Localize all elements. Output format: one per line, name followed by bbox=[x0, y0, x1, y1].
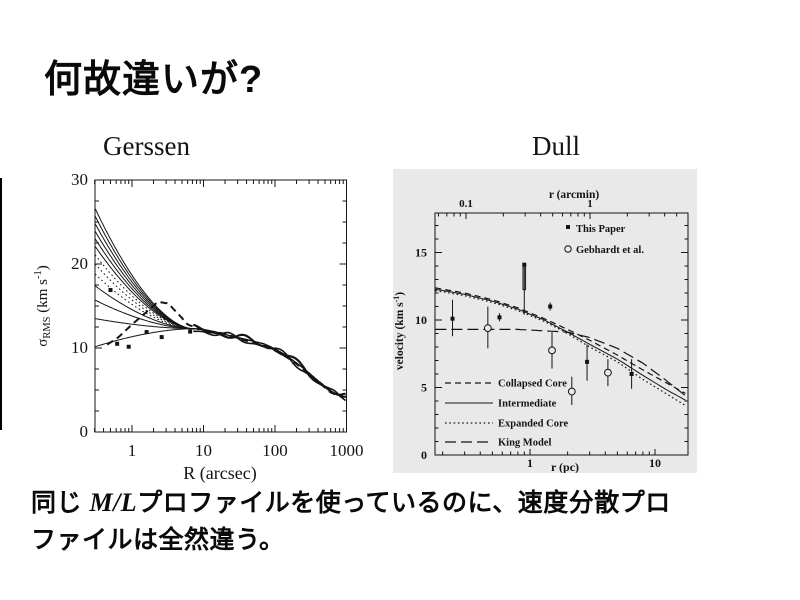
dull-axes bbox=[434, 212, 689, 456]
caption-line2: ファイルは全然違う。 bbox=[31, 526, 285, 554]
curve-dotted bbox=[435, 290, 686, 407]
caption-line1-post: プロファイルを使っているのに、速度分散プロ bbox=[137, 489, 671, 517]
svg-text:King Model: King Model bbox=[498, 438, 551, 449]
svg-text:1000: 1000 bbox=[330, 441, 364, 460]
svg-text:100: 100 bbox=[262, 441, 288, 460]
svg-text:20: 20 bbox=[71, 254, 88, 273]
gerssen-data-markers bbox=[108, 288, 193, 349]
left-edge-artifact bbox=[0, 178, 2, 430]
gerssen-figure: 1 10 100 1000 0 10 20 30 R (arcsec) σRMS (km s-1) bbox=[30, 170, 380, 485]
svg-text:10: 10 bbox=[415, 313, 427, 327]
curve-long-dash bbox=[435, 328, 686, 397]
observed-data-curves bbox=[193, 323, 347, 402]
svg-text:velocity (km s-1): velocity (km s-1) bbox=[393, 292, 406, 370]
dull-figure: 1 10 0 5 10 15 0.1 1 r (arcmin) r (pc) velocity (k… bbox=[393, 169, 697, 473]
gerssen-axis-labels: 1 10 100 1000 0 10 20 30 R (arcsec) σRMS (km s-1) bbox=[33, 170, 364, 484]
svg-text:1: 1 bbox=[527, 456, 533, 470]
svg-text:10: 10 bbox=[71, 338, 88, 357]
svg-text:0.1: 0.1 bbox=[459, 198, 473, 210]
svg-text:1: 1 bbox=[128, 441, 137, 460]
dull-legend: Collapsed Core Intermediate Expanded Core K… bbox=[445, 224, 644, 449]
svg-text:This Paper: This Paper bbox=[576, 224, 626, 235]
curve-dashed bbox=[435, 287, 686, 394]
observed-dashed-curve bbox=[106, 300, 346, 398]
ml-math: M/L bbox=[89, 488, 138, 517]
svg-text:R (arcsec): R (arcsec) bbox=[183, 463, 256, 484]
svg-text:0: 0 bbox=[421, 448, 427, 462]
svg-text:0: 0 bbox=[80, 422, 89, 441]
svg-text:30: 30 bbox=[71, 170, 88, 189]
slide-title: 何故違いが? bbox=[44, 59, 264, 101]
lower-limit-arrow bbox=[522, 262, 527, 315]
svg-text:10: 10 bbox=[195, 441, 212, 460]
svg-text:5: 5 bbox=[421, 381, 427, 395]
svg-text:1: 1 bbox=[587, 198, 593, 210]
gerssen-axes bbox=[94, 179, 347, 433]
dull-label: Dull bbox=[532, 131, 581, 161]
svg-text:Gebhardt et al.: Gebhardt et al. bbox=[576, 245, 644, 256]
caption: 同じ M/Lプロファイルを使っているのに、速度分散プロファイルは全然違う。 bbox=[31, 484, 671, 559]
svg-text:Expanded Core: Expanded Core bbox=[498, 419, 568, 430]
dull-model-curves bbox=[435, 287, 686, 407]
svg-text:10: 10 bbox=[649, 456, 661, 470]
curve-solid bbox=[435, 288, 686, 401]
caption-line1-pre: 同じ bbox=[31, 489, 90, 517]
dull-scatter bbox=[450, 299, 634, 406]
svg-text:15: 15 bbox=[415, 246, 427, 260]
gerssen-plot-svg: 1 10 100 1000 0 10 20 30 R (arcsec) σRMS (km s-1) bbox=[33, 170, 364, 484]
model-curves bbox=[94, 208, 346, 398]
svg-text:Collapsed Core: Collapsed Core bbox=[498, 379, 567, 390]
svg-text:σRMS (km s-1): σRMS (km s-1) bbox=[33, 265, 53, 347]
svg-text:r (pc): r (pc) bbox=[551, 460, 579, 473]
svg-text:r (arcmin): r (arcmin) bbox=[549, 189, 600, 201]
gerssen-label: Gerssen bbox=[103, 131, 190, 161]
svg-text:Intermediate: Intermediate bbox=[498, 399, 557, 410]
